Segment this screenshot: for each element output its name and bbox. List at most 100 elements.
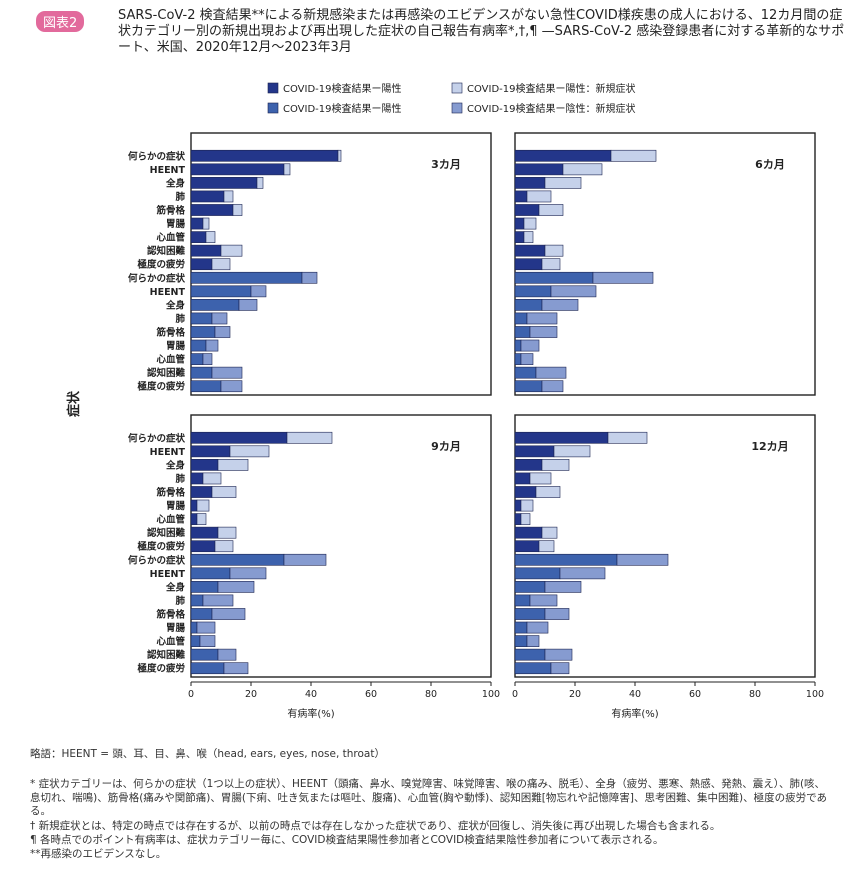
x-tick-label: 40	[305, 689, 317, 700]
x-axis-title: 有病率(%)	[611, 707, 658, 720]
bar-new	[214, 540, 234, 553]
bar-existing	[190, 258, 213, 271]
bar-existing	[514, 431, 609, 444]
bar-existing	[190, 472, 204, 485]
bar-new	[223, 190, 234, 203]
bar-existing	[514, 635, 528, 647]
bar-new	[250, 285, 267, 298]
bar-existing	[514, 258, 543, 271]
x-tick-label: 80	[425, 689, 437, 700]
bar-new	[283, 163, 291, 176]
bar-new	[217, 459, 249, 471]
category-label: 何らかの症状	[128, 150, 186, 162]
bar-existing	[514, 190, 528, 203]
bar-new	[526, 190, 552, 203]
legend-label: COVID-19検査結果ー陰性：新規症状	[467, 102, 636, 115]
bar-new	[523, 231, 534, 243]
bar-existing	[514, 499, 522, 512]
bar-existing	[190, 621, 198, 634]
bar-existing	[514, 231, 525, 243]
bar-new	[559, 567, 606, 580]
bar-new	[526, 621, 549, 634]
panel-label: 9カ月	[431, 440, 461, 453]
bar-new	[523, 217, 537, 230]
category-label: 胃腸	[166, 340, 186, 352]
bar-new	[541, 459, 570, 471]
category-label: 筋骨格	[155, 205, 185, 217]
x-tick-label: 0	[512, 689, 518, 700]
category-label: 心血管	[156, 354, 185, 366]
bar-existing	[514, 662, 552, 675]
category-label: 何らかの症状	[128, 432, 186, 444]
bar-new	[535, 486, 561, 498]
bar-new	[544, 581, 582, 593]
category-label: 極度の疲労	[136, 541, 185, 553]
category-label: 認知困難	[147, 649, 186, 661]
bar-existing	[190, 366, 213, 379]
footnote-abbr: 略語：HEENT = 頭、耳、目、鼻、喉（head, ears, eyes, n…	[30, 748, 385, 760]
bar-new	[211, 486, 237, 498]
bar-new	[538, 204, 564, 216]
bar-existing	[514, 553, 618, 566]
bar-new	[220, 380, 243, 393]
bar-new	[544, 177, 582, 189]
bar-existing	[190, 380, 222, 393]
category-label: 極度の疲労	[136, 663, 185, 675]
x-tick-label: 20	[245, 689, 257, 700]
bar-new	[541, 299, 579, 311]
bar-existing	[190, 513, 198, 525]
bar-new	[202, 353, 213, 365]
bar-existing	[514, 339, 522, 352]
bar-new	[211, 258, 231, 271]
category-label: 胃腸	[166, 622, 186, 634]
bar-existing	[190, 662, 225, 675]
bar-existing	[190, 567, 231, 580]
bar-existing	[514, 459, 543, 471]
x-axis-title: 有病率(%)	[287, 707, 334, 720]
bar-new	[520, 339, 540, 352]
bar-existing	[514, 353, 522, 365]
category-label: HEENT	[150, 447, 186, 458]
bar-new	[286, 431, 333, 444]
panel-label: 12カ月	[751, 440, 788, 453]
bar-new	[520, 513, 531, 525]
x-tick-label: 60	[689, 689, 701, 700]
category-label: 心血管	[156, 232, 185, 244]
bar-existing	[514, 608, 546, 620]
bar-existing	[190, 299, 240, 311]
bar-new	[238, 299, 258, 311]
panel-label: 6カ月	[755, 158, 785, 171]
category-label: 肺	[174, 191, 185, 203]
x-tick-label: 60	[365, 689, 377, 700]
bar-new	[526, 635, 540, 647]
category-label: 筋骨格	[155, 487, 185, 499]
bar-existing	[190, 445, 231, 458]
bar-existing	[514, 581, 546, 593]
bar-existing	[190, 339, 207, 352]
legend-swatch	[451, 82, 463, 94]
bar-existing	[190, 177, 258, 189]
bar-existing	[190, 326, 216, 338]
bar-new	[202, 472, 222, 485]
bar-existing	[514, 540, 540, 553]
bar-new	[211, 312, 228, 325]
bar-existing	[514, 163, 564, 176]
category-label: 極度の疲労	[136, 259, 185, 271]
bar-existing	[514, 285, 552, 298]
bar-new	[520, 353, 534, 365]
bar-new	[520, 499, 534, 512]
bar-new	[223, 662, 249, 675]
bar-new	[196, 621, 216, 634]
category-label: HEENT	[150, 287, 186, 298]
category-label: 筋骨格	[155, 609, 185, 621]
bar-existing	[190, 312, 213, 325]
bar-existing	[514, 486, 537, 498]
bar-existing	[514, 312, 528, 325]
x-tick-label: 20	[569, 689, 581, 700]
bar-new	[562, 163, 603, 176]
bar-new	[544, 244, 564, 257]
category-label: 何らかの症状	[128, 554, 186, 566]
bar-existing	[190, 608, 213, 620]
bar-existing	[190, 217, 204, 230]
bar-existing	[514, 271, 594, 284]
